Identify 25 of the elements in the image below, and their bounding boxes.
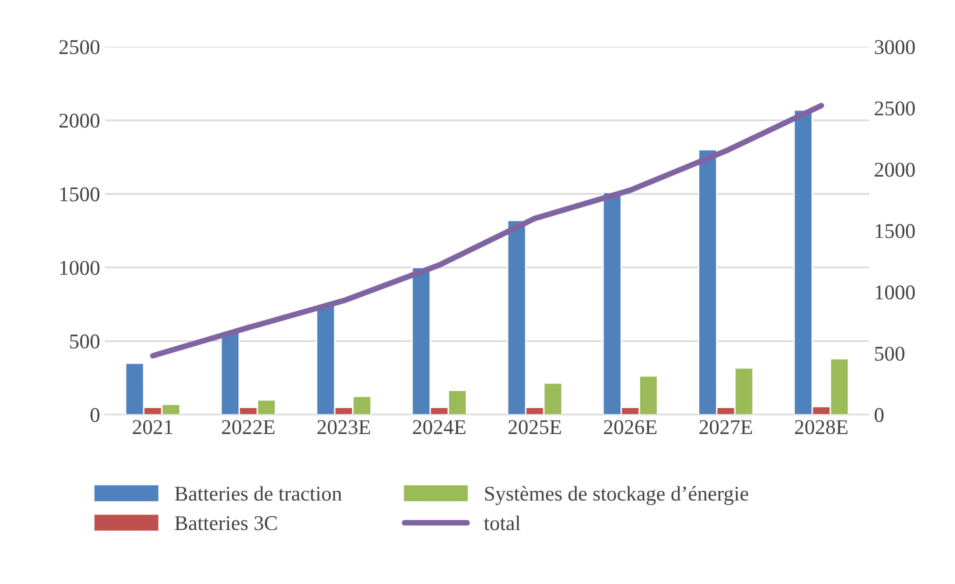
x-tick-label: 2025E [508,420,561,434]
y-tick-label: 0 [90,408,100,422]
legend-label: Batteries 3C [174,516,277,530]
x-tick-label: 2028E [795,420,848,434]
y2-tick-label: 2500 [874,101,915,116]
y2-tick-label: 2000 [874,162,915,177]
x-tick-label: 2024E [413,420,466,434]
x-tick-label: 2023E [318,420,370,434]
y-tick-label: 1500 [60,187,100,202]
x-tick-label: 2027E [700,420,752,434]
legend-label: Batteries de traction [174,486,342,501]
y2-tick-label: 0 [874,408,884,422]
legend-label: total [484,516,520,530]
y2-tick-label: 1500 [876,224,915,238]
y-tick-label: 500 [70,334,100,348]
y2-tick-label: 500 [875,346,904,361]
x-tick-label: 2026E [604,420,656,434]
x-tick-label: 2022E [222,420,274,434]
x-tick-label: 2021 [132,420,172,434]
y2-tick-label: 1000 [876,285,915,300]
y-tick-label: 1000 [60,260,100,275]
y-tick-label: 2500 [59,40,100,54]
legend-label: Systèmes de stockage d’énergie [485,486,748,506]
y-tick-label: 2000 [59,114,100,128]
y2-tick-label: 3000 [874,40,915,54]
